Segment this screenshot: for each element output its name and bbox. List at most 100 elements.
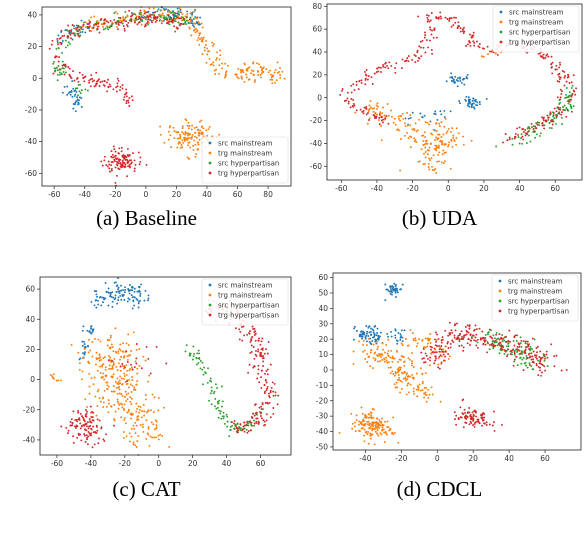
data-point — [377, 70, 380, 73]
data-point — [83, 434, 86, 437]
data-point — [399, 138, 402, 141]
y-tick-label: 20 — [25, 345, 35, 354]
data-point — [500, 423, 503, 426]
data-point — [469, 415, 472, 417]
data-point — [73, 24, 75, 27]
data-point — [216, 387, 218, 389]
data-point — [98, 357, 101, 360]
data-point — [463, 408, 466, 411]
data-point — [517, 133, 520, 136]
data-point — [108, 170, 111, 173]
data-point — [558, 80, 561, 83]
data-point — [133, 170, 136, 173]
data-point — [500, 347, 502, 350]
data-point — [103, 389, 106, 392]
data-point — [163, 141, 166, 144]
data-point — [128, 163, 131, 166]
legend-entry: trg hyperpartisan — [218, 170, 279, 178]
data-point — [544, 119, 547, 122]
data-point — [439, 354, 442, 357]
data-point — [115, 291, 118, 293]
data-point — [236, 427, 239, 430]
data-point — [246, 421, 249, 424]
data-point — [495, 333, 498, 336]
data-point — [469, 44, 472, 47]
data-point — [397, 441, 400, 444]
data-point — [412, 366, 415, 368]
data-point — [130, 294, 133, 297]
data-point — [134, 163, 137, 166]
data-point — [459, 102, 461, 105]
data-point — [112, 362, 115, 365]
data-point — [110, 167, 113, 170]
data-point — [358, 420, 361, 423]
data-point — [86, 438, 89, 441]
data-point — [248, 66, 251, 69]
data-point — [437, 366, 440, 369]
data-point — [355, 330, 358, 332]
data-point — [122, 431, 125, 433]
data-point — [141, 20, 144, 22]
data-point — [378, 119, 380, 121]
y-tick-label: 20 — [318, 335, 328, 344]
data-point — [172, 14, 175, 16]
data-point — [528, 343, 531, 346]
data-point — [426, 337, 429, 340]
axes-frame — [39, 276, 292, 456]
data-point — [100, 376, 103, 379]
data-point — [185, 119, 188, 122]
data-point — [122, 377, 125, 380]
data-point — [406, 57, 409, 59]
data-point — [158, 13, 161, 16]
data-point — [371, 422, 374, 425]
data-point — [377, 345, 379, 348]
data-point — [147, 380, 150, 383]
data-point — [88, 330, 91, 333]
data-point — [190, 128, 193, 131]
data-point — [399, 333, 402, 336]
data-point — [208, 125, 211, 128]
data-point — [393, 282, 396, 285]
data-point — [145, 163, 148, 166]
data-point — [255, 411, 258, 414]
data-point — [188, 136, 191, 139]
data-point — [363, 428, 366, 431]
data-point — [119, 369, 122, 372]
data-point — [179, 22, 182, 25]
data-point — [212, 61, 215, 64]
data-point — [551, 61, 554, 64]
data-point — [406, 112, 409, 114]
data-point — [493, 429, 496, 432]
data-point — [441, 140, 444, 143]
data-point — [114, 297, 117, 300]
data-point — [368, 424, 371, 427]
data-point — [91, 80, 94, 83]
data-point — [199, 38, 201, 41]
data-point — [117, 407, 120, 410]
data-point — [123, 409, 126, 412]
data-point — [211, 44, 214, 47]
data-point — [489, 50, 491, 53]
data-point — [123, 27, 126, 30]
data-point — [118, 292, 121, 295]
data-point — [252, 328, 255, 330]
data-point — [379, 335, 381, 338]
data-point — [147, 20, 149, 23]
data-point — [363, 424, 366, 427]
data-point — [136, 440, 139, 443]
data-point — [443, 151, 446, 154]
data-point — [199, 32, 202, 35]
data-point — [145, 398, 148, 401]
y-tick-label: -10 — [316, 381, 328, 390]
data-point — [451, 331, 454, 334]
data-point — [109, 356, 112, 359]
data-point — [389, 428, 392, 431]
data-point — [272, 407, 275, 409]
data-point — [114, 166, 117, 169]
data-point — [444, 355, 447, 358]
legend-entry: trg hyperpartisan — [509, 39, 570, 47]
data-point — [153, 17, 156, 20]
data-point — [202, 383, 204, 386]
data-point — [536, 121, 539, 124]
data-point — [391, 291, 394, 294]
